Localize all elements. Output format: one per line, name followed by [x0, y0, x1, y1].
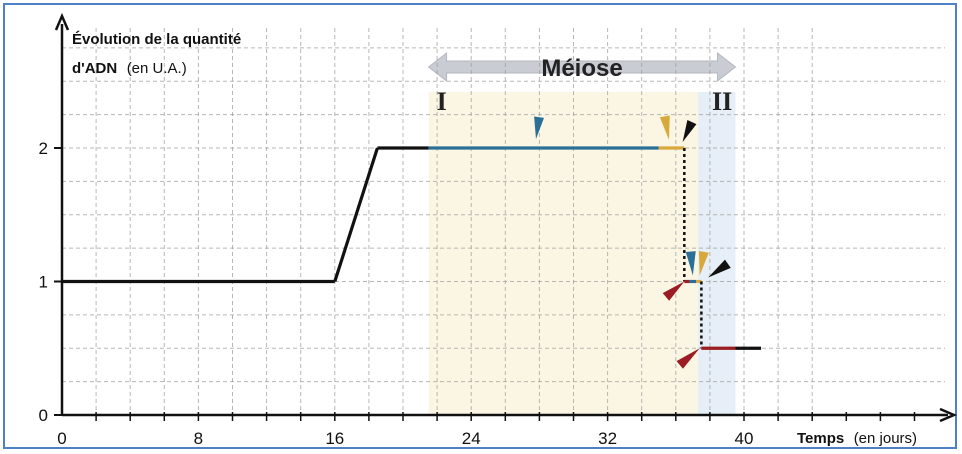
- chromosome-marker: [708, 259, 731, 278]
- x-axis-label: Temps (en jours): [797, 430, 917, 447]
- y-axis-label-line2: d'ADN (en U.A.): [72, 60, 187, 77]
- x-tick-label: 32: [598, 429, 617, 448]
- y-axis-arrow-icon: [54, 12, 70, 31]
- chromosome-marker: [659, 115, 670, 140]
- meiose-label: Méiose: [541, 55, 622, 82]
- x-tick-label: 0: [57, 429, 66, 448]
- y-axis-label-quantity: d'ADN: [72, 60, 117, 77]
- chromosome-marker: [682, 119, 697, 142]
- x-tick-label: 8: [194, 429, 203, 448]
- x-axis-label-time: Temps: [797, 430, 844, 447]
- curve-segment: [333, 147, 379, 282]
- y-axis-label-line1: Évolution de la quantité: [72, 31, 241, 48]
- x-axis-label-unit: (en jours): [854, 430, 917, 447]
- x-tick-label: 40: [735, 429, 754, 448]
- phase-label-I: I: [437, 87, 447, 116]
- x-axis-arrow-icon: [939, 407, 958, 423]
- x-tick-label: 24: [462, 429, 481, 448]
- y-tick-label: 0: [39, 406, 48, 425]
- phase-label-II: II: [712, 87, 732, 116]
- x-tick-label: 16: [325, 429, 344, 448]
- y-tick-label: 1: [39, 273, 48, 292]
- chromosome-marker: [676, 348, 700, 369]
- y-tick-label: 2: [39, 139, 48, 158]
- phase-band-0: [428, 92, 698, 415]
- chromosome-marker: [685, 251, 696, 276]
- y-axis-label-unit: (en U.A.): [127, 60, 187, 77]
- chromosome-marker: [662, 281, 685, 301]
- chromosome-marker: [698, 250, 709, 276]
- meiose-arrow-icon: [427, 51, 737, 83]
- chromosome-marker: [534, 116, 545, 139]
